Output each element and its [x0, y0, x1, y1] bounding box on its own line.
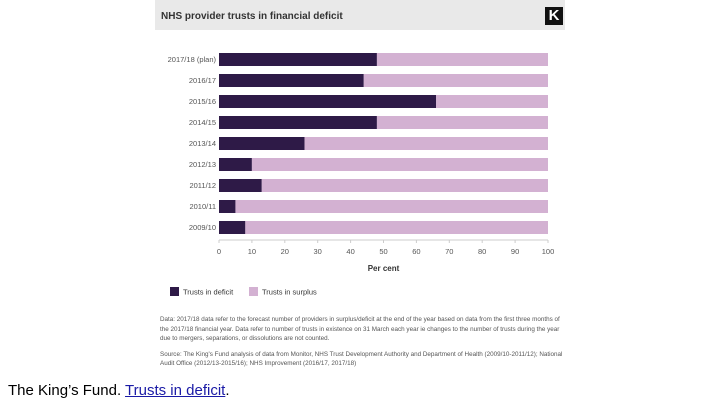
bar-surplus — [376, 116, 548, 129]
data-note: Data: 2017/18 data refer to the forecast… — [160, 316, 560, 342]
x-axis-title: Per cent — [368, 264, 400, 273]
x-tick-label: 60 — [412, 247, 420, 256]
trusts-in-deficit-link[interactable]: Trusts in deficit — [125, 382, 226, 399]
legend-swatch — [249, 287, 258, 296]
bar-chart: 2017/18 (plan) 2016/17 2015/16 2014/15 2013/… — [168, 53, 555, 297]
kings-fund-logo-icon: K — [545, 7, 563, 25]
bar-deficit — [219, 116, 377, 129]
y-tick-label: 2016/17 — [189, 76, 216, 85]
x-tick-label: 20 — [281, 247, 289, 256]
legend-label: Trusts in surplus — [262, 288, 317, 297]
legend-swatch — [170, 287, 179, 296]
x-tick-label: 10 — [248, 247, 256, 256]
caption: The King’s Fund. Trusts in deficit. — [8, 382, 230, 399]
source-note: Source: The King's Fund analysis of data… — [160, 350, 563, 368]
y-tick-label: 2017/18 (plan) — [168, 55, 217, 64]
bar-deficit — [219, 137, 305, 150]
bar-surplus — [235, 200, 548, 213]
caption-suffix: . — [225, 382, 230, 399]
x-tick-label: 100 — [542, 247, 555, 256]
y-tick-label: 2013/14 — [189, 139, 216, 148]
bar-surplus — [436, 95, 548, 108]
caption-prefix: The King’s Fund. — [8, 382, 126, 399]
x-tick-label: 80 — [478, 247, 486, 256]
bar-deficit — [219, 179, 262, 192]
y-tick-label: 2010/11 — [189, 202, 216, 211]
bar-deficit — [219, 221, 246, 234]
y-tick-label: 2009/10 — [189, 223, 216, 232]
legend-label: Trusts in deficit — [183, 288, 234, 297]
y-tick-label: 2015/16 — [189, 97, 216, 106]
x-tick-label: 90 — [511, 247, 519, 256]
bar-deficit — [219, 158, 252, 171]
bar-deficit — [219, 200, 236, 213]
x-tick-label: 50 — [379, 247, 387, 256]
y-tick-label: 2014/15 — [189, 118, 216, 127]
x-tick-label: 70 — [445, 247, 453, 256]
y-tick-label: 2012/13 — [189, 160, 216, 169]
bar-deficit — [219, 95, 437, 108]
bar-surplus — [261, 179, 548, 192]
bar-deficit — [219, 53, 377, 66]
bar-deficit — [219, 74, 364, 87]
chart-notes: Data: 2017/18 data refer to the forecast… — [160, 315, 565, 375]
chart-title: NHS provider trusts in financial deficit — [161, 11, 343, 22]
chart-area: 2017/18 (plan) 2016/17 2015/16 2014/15 2013/… — [155, 30, 565, 305]
bar-surplus — [245, 221, 548, 234]
x-tick-label: 30 — [314, 247, 322, 256]
x-tick-label: 0 — [217, 247, 221, 256]
bar-surplus — [376, 53, 548, 66]
bar-surplus — [251, 158, 548, 171]
bar-surplus — [304, 137, 548, 150]
y-tick-label: 2011/12 — [189, 181, 216, 190]
x-tick-label: 40 — [346, 247, 354, 256]
bar-surplus — [363, 74, 548, 87]
